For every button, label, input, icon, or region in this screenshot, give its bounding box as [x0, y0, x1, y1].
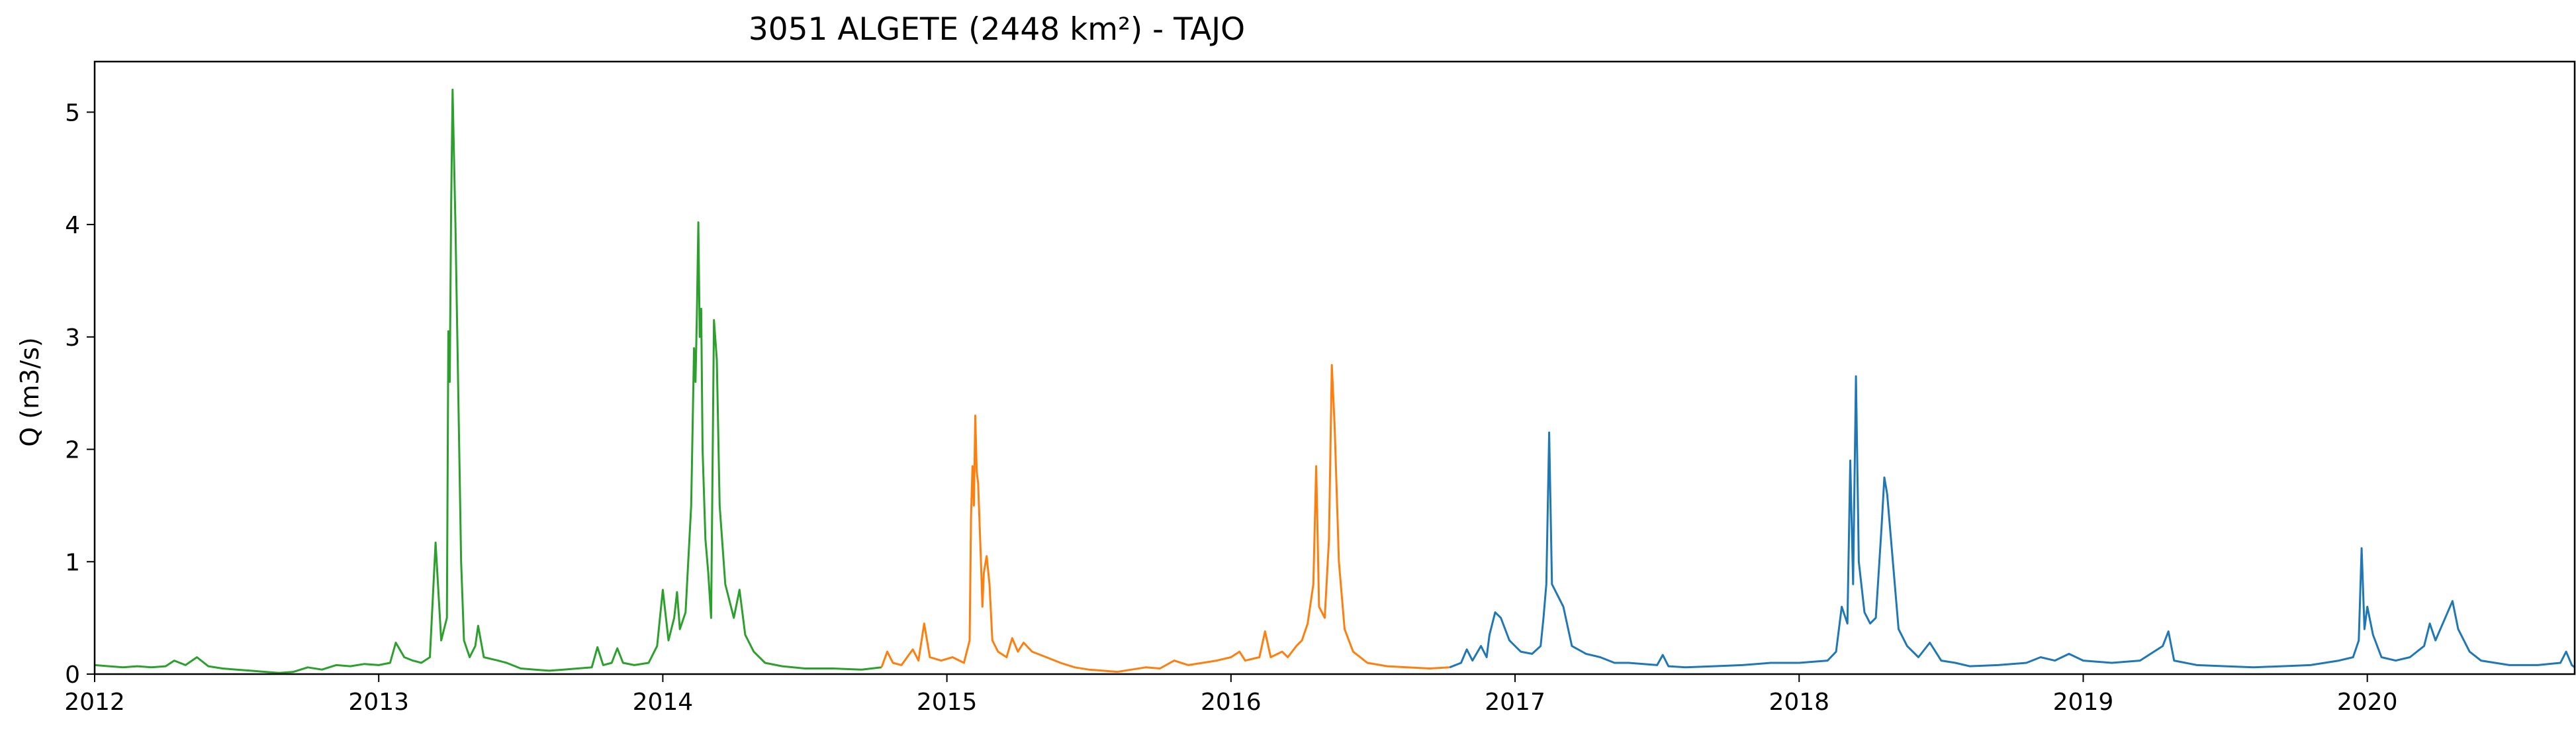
y-tick-label-1: 1 [65, 549, 80, 576]
x-tick-label-0: 2012 [64, 689, 125, 716]
x-tick-label-7: 2019 [2053, 689, 2114, 716]
x-tick-label-2: 2014 [633, 689, 694, 716]
x-tick-label-6: 2018 [1769, 689, 1829, 716]
y-tick-label-3: 3 [65, 324, 80, 352]
chart-title: 3051 ALGETE (2448 km²) - TAJO [749, 11, 1245, 48]
y-tick-label-5: 5 [65, 99, 80, 126]
y-tick-label-2: 2 [65, 437, 80, 464]
x-tick-label-5: 2017 [1485, 689, 1545, 716]
y-tick-label-0: 0 [65, 662, 80, 689]
y-tick-label-4: 4 [65, 212, 80, 239]
x-tick-label-4: 2016 [1201, 689, 1262, 716]
x-tick-label-8: 2020 [2337, 689, 2398, 716]
x-tick-label-3: 2015 [917, 689, 978, 716]
x-tick-label-1: 2013 [348, 689, 409, 716]
y-axis-label: Q (m3/s) [15, 337, 44, 446]
